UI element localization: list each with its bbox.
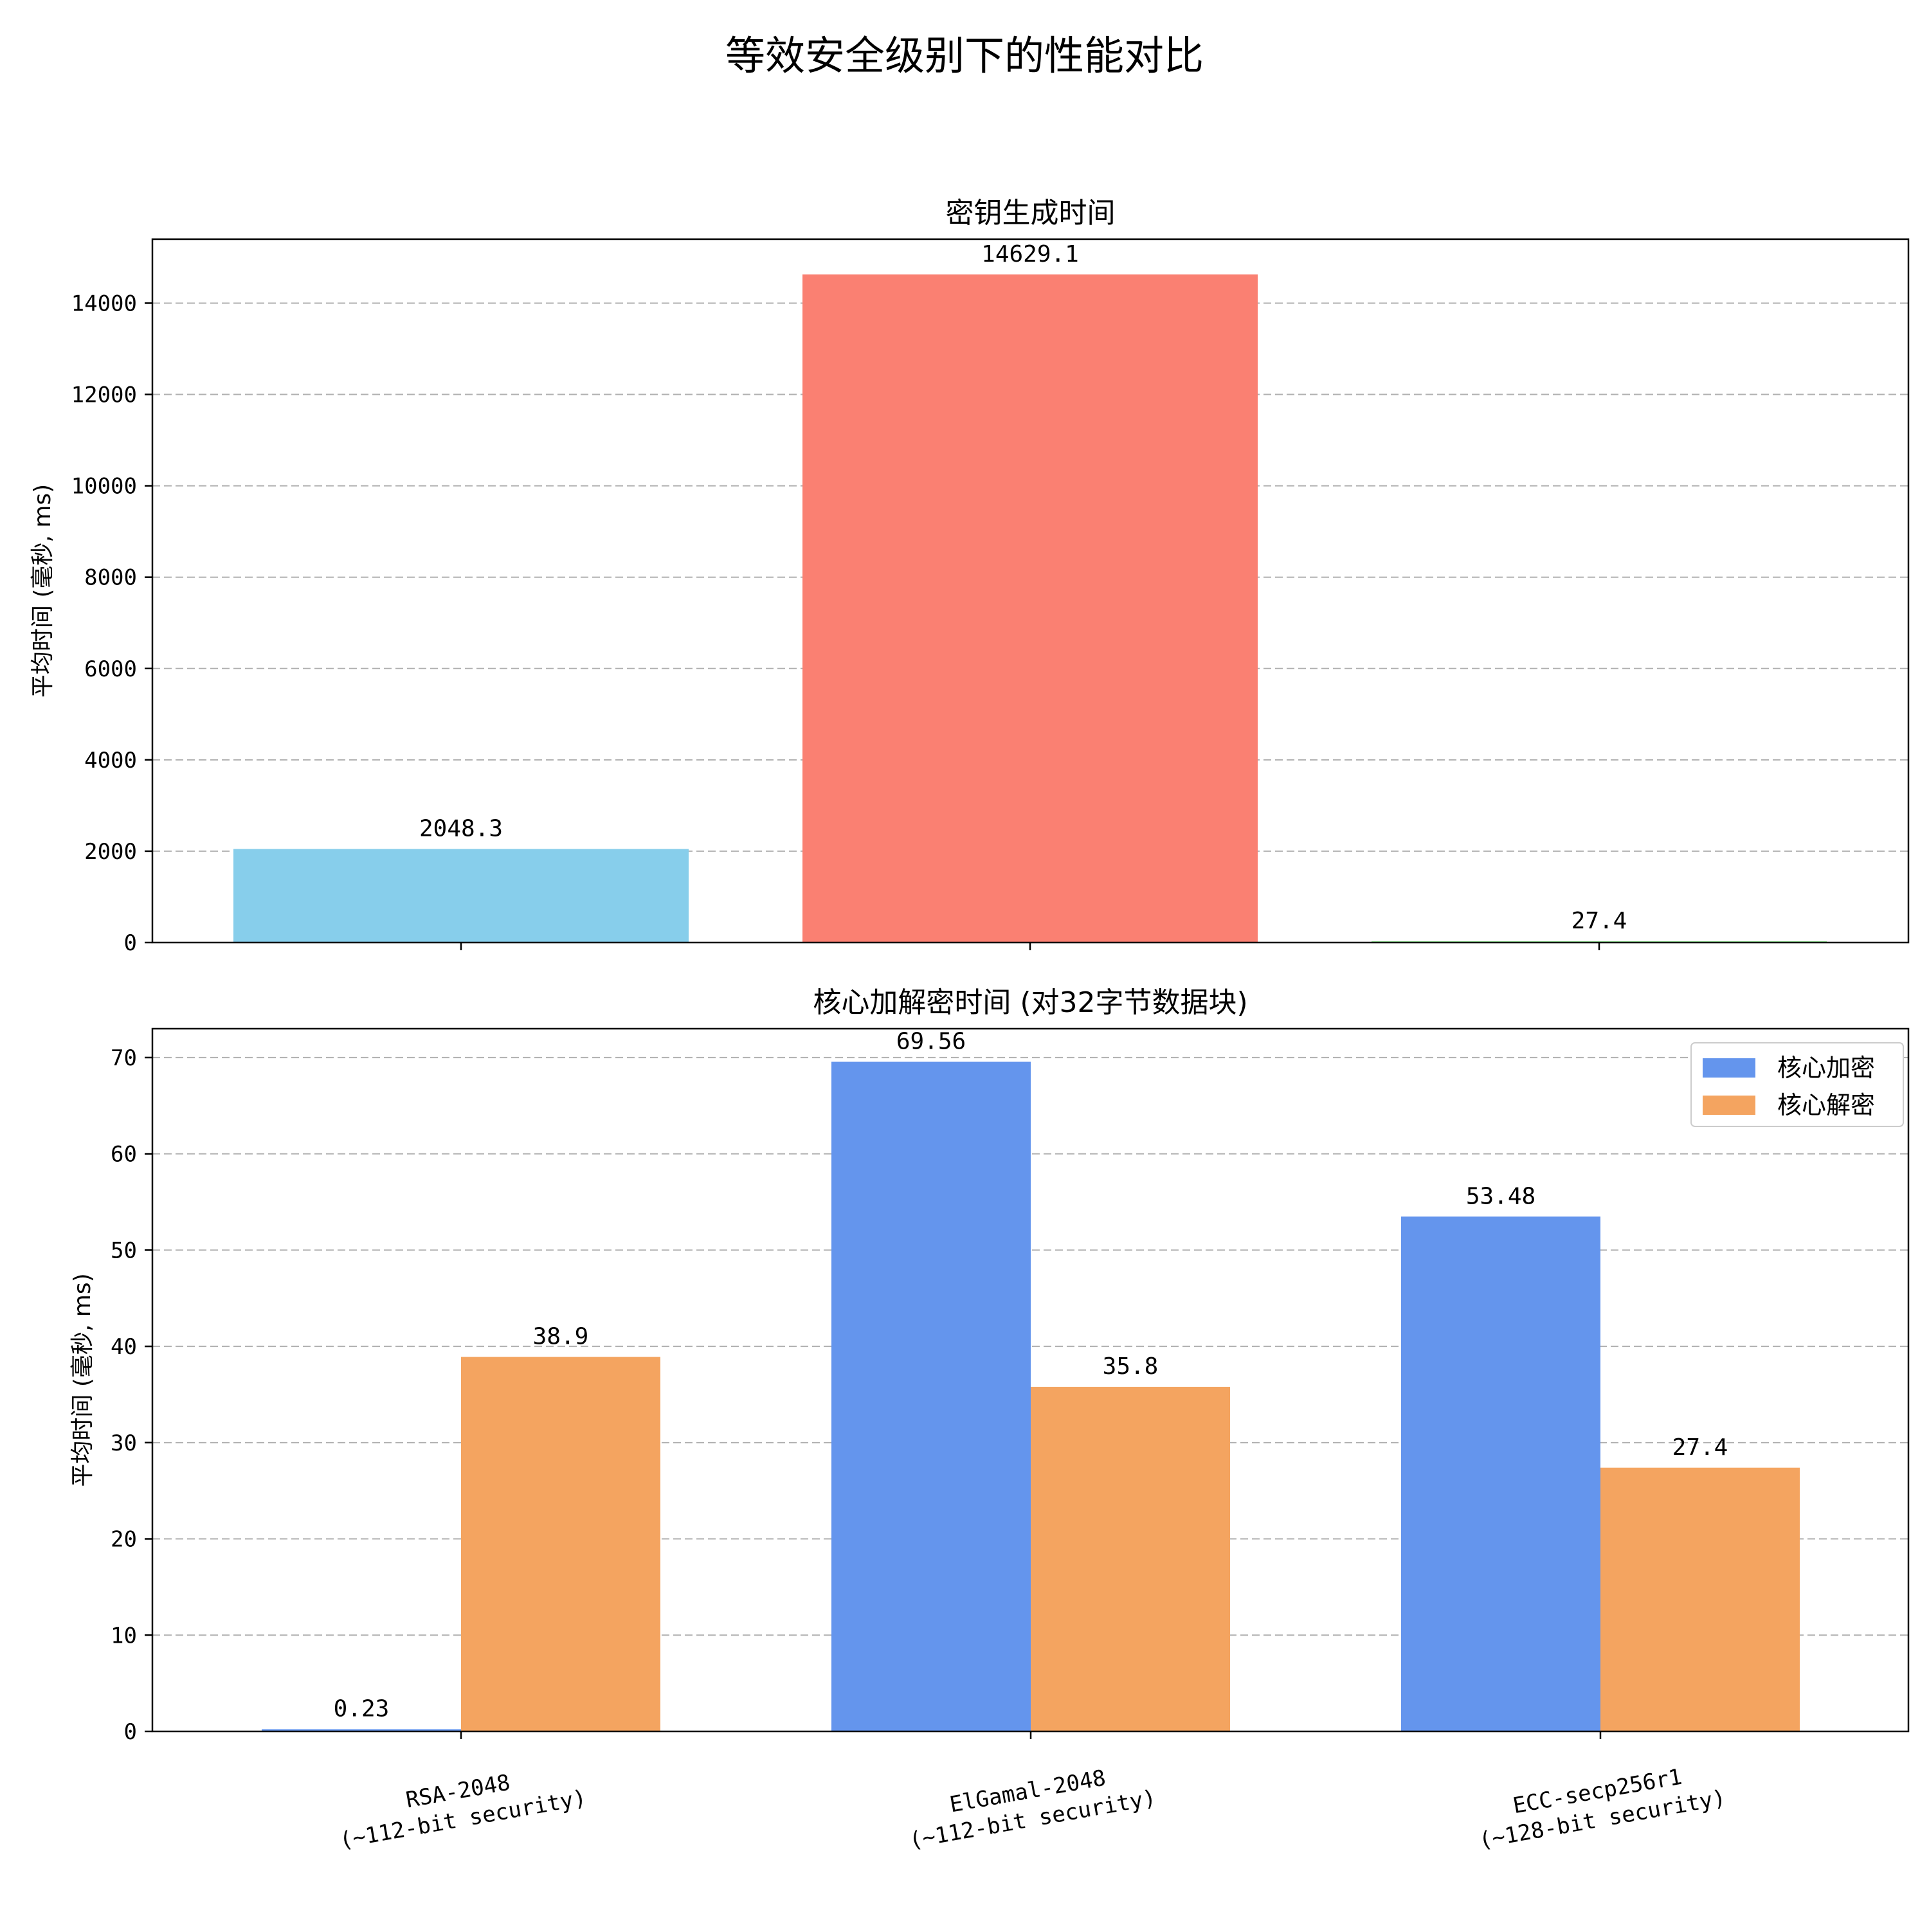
data-label: 69.56 (896, 1029, 966, 1055)
legend-swatch (1703, 1058, 1755, 1078)
data-label: 0.23 (334, 1696, 390, 1722)
bar (262, 1729, 461, 1731)
y-tick-label: 2000 (84, 839, 137, 865)
bar (831, 1061, 1031, 1731)
y-tick-label: 40 (111, 1334, 137, 1360)
data-label: 38.9 (533, 1324, 589, 1350)
y-tick-label: 12000 (71, 383, 137, 408)
legend-swatch (1703, 1096, 1755, 1115)
bar (1031, 1386, 1230, 1731)
y-tick-label: 10000 (71, 474, 137, 500)
crypto-chart: 0 10 20 30 40 50 60 70 0.23 69.56 53.48 38.9 35.8 27.… (69, 986, 1910, 1854)
figure-title: 等效安全级别下的性能对比 (725, 32, 1204, 79)
y-tick-label: 8000 (84, 565, 137, 591)
y-tick-label: 0 (124, 930, 137, 956)
y-tick-label: 4000 (84, 748, 137, 773)
y-tick-label: 70 (111, 1045, 137, 1071)
data-label: 27.4 (1672, 1434, 1728, 1461)
data-label: 2048.3 (419, 815, 503, 842)
subplot-title: 核心加解密时间 (对32字节数据块) (813, 986, 1247, 1019)
bar (802, 274, 1258, 943)
y-axis-label: 平均时间 (毫秒, ms) (30, 484, 56, 698)
data-label: 27.4 (1571, 908, 1627, 934)
y-tick-label: 10 (111, 1623, 137, 1648)
y-tick-label: 60 (111, 1142, 137, 1168)
y-tick-label: 30 (111, 1431, 137, 1456)
bar (1401, 1216, 1600, 1731)
keygen-chart: 0 2000 4000 6000 8000 10000 12000 14000 2048.3 14… (30, 197, 1910, 956)
y-tick-label: 0 (124, 1719, 137, 1745)
x-tick-label: RSA-2048(~112-bit security) (332, 1757, 588, 1854)
data-label: 53.48 (1466, 1183, 1535, 1209)
y-tick-label: 20 (111, 1527, 137, 1553)
legend-label: 核心解密 (1777, 1091, 1875, 1119)
y-axis-label: 平均时间 (毫秒, ms) (69, 1273, 96, 1486)
legend-label: 核心加密 (1777, 1054, 1875, 1082)
x-tick-label: ECC-secp256r1(~128-bit security) (1472, 1757, 1728, 1854)
y-tick-label: 50 (111, 1238, 137, 1263)
subplot-title: 密钥生成时间 (946, 197, 1116, 230)
y-tick-label: 14000 (71, 291, 137, 316)
bar (1600, 1467, 1800, 1731)
data-label: 14629.1 (981, 241, 1079, 267)
data-label: 35.8 (1103, 1353, 1159, 1380)
x-tick-label: ElGamal-2048(~112-bit security) (902, 1757, 1158, 1854)
bar (461, 1357, 660, 1731)
bar (233, 849, 689, 943)
y-tick-label: 6000 (84, 656, 137, 682)
